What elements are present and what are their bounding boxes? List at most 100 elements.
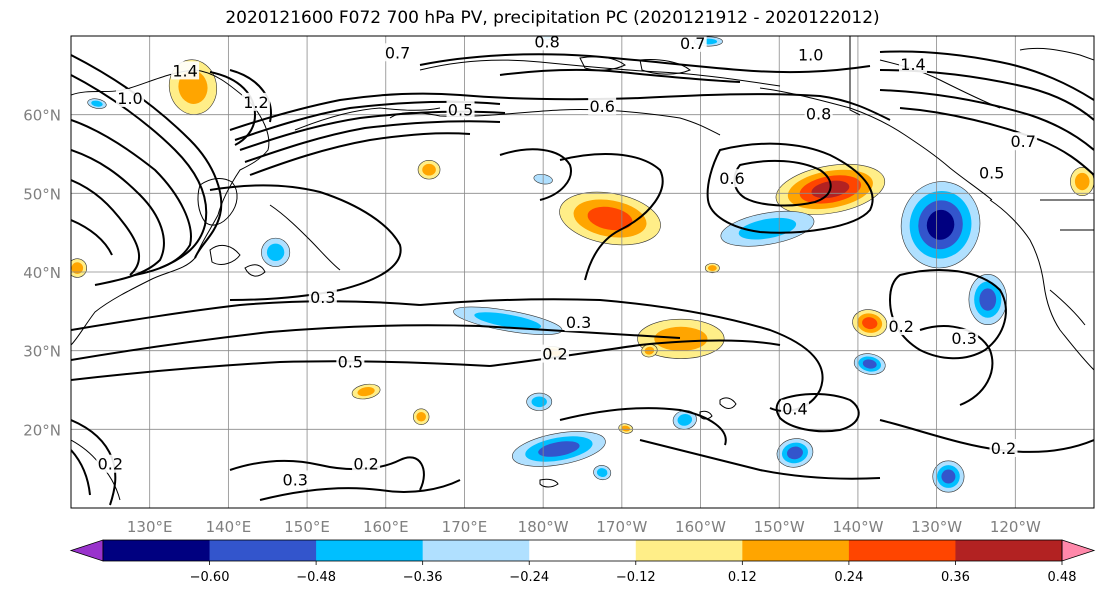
contour-label-bg <box>352 454 381 473</box>
precip-cell <box>261 237 291 267</box>
contour-label: 0.5 <box>979 164 1004 183</box>
contour-label-bg <box>718 169 747 188</box>
precip-cell <box>71 258 87 278</box>
precip-cell <box>672 410 697 430</box>
colorbar-segment <box>848 540 956 561</box>
lon-tick-label: 150°E <box>284 518 330 536</box>
precip-band <box>787 446 803 460</box>
precip-cell <box>637 318 725 359</box>
contour-label: 0.8 <box>534 32 559 51</box>
precip-cell <box>412 408 430 425</box>
contour-label-bg <box>977 163 1006 182</box>
colorbar-extend-max <box>1061 539 1096 562</box>
precip-band <box>677 414 693 426</box>
contour-label-bg <box>564 313 593 332</box>
contour-label-bg <box>241 92 270 111</box>
contour-label: 0.6 <box>719 169 744 188</box>
precip-cell <box>1070 167 1094 197</box>
contour-label-bg <box>171 61 200 80</box>
contour-label-bg <box>383 43 412 62</box>
colorbar-tick-label: 0.48 <box>1048 570 1077 585</box>
lon-tick-label: 170°W <box>596 518 647 536</box>
precip-cell <box>618 423 634 434</box>
colorbar-tick-label: 0.36 <box>941 570 970 585</box>
precip-band <box>422 163 436 176</box>
precip-cell <box>559 191 661 246</box>
contour-label: 0.3 <box>951 329 976 348</box>
precip-band <box>1074 172 1090 191</box>
precip-band <box>587 206 633 231</box>
precip-band <box>596 468 608 478</box>
lon-tick-label: 120°W <box>990 518 1041 536</box>
precip-band <box>357 386 375 397</box>
precip-band <box>538 441 580 457</box>
colorbar-tick-label: 0.24 <box>834 570 863 585</box>
contour-label: 1.0 <box>798 46 823 65</box>
contour-label-bg <box>116 88 145 107</box>
precip-cell <box>87 98 107 109</box>
contour-label: 0.2 <box>888 317 913 336</box>
precip-band <box>91 100 103 107</box>
colorbar-tick-label: 0.12 <box>728 570 757 585</box>
contour-label-bg <box>533 36 562 51</box>
colorbar-segment <box>422 540 530 561</box>
precip-cell <box>704 263 720 274</box>
precip-cell <box>932 460 965 493</box>
contour-label-bg <box>1009 132 1038 151</box>
lon-tick-label: 130°W <box>911 518 962 536</box>
precip-cell <box>852 309 888 337</box>
contour-label: 0.6 <box>589 97 614 116</box>
precip-band <box>621 425 631 432</box>
contour-label: 0.7 <box>1010 132 1035 151</box>
colorbar-segment <box>635 540 743 561</box>
contour-label-bg <box>281 470 310 489</box>
colorbar-tick-label: −0.36 <box>403 570 443 585</box>
precip-cell <box>900 181 981 269</box>
contour-label: 0.5 <box>338 352 363 371</box>
contour-label-bg <box>588 96 617 115</box>
contour-label: 0.4 <box>782 400 807 419</box>
lon-tick-label: 130°E <box>127 518 173 536</box>
contour-label-bg <box>899 55 928 74</box>
contour-label: 0.3 <box>310 288 335 307</box>
colorbar-tick-label: −0.12 <box>616 570 656 585</box>
contour-label-bg <box>950 328 979 347</box>
precip-cell <box>351 383 381 400</box>
contour-label: 0.2 <box>542 345 567 364</box>
contour-label: 1.2 <box>243 93 268 112</box>
precip-band <box>531 396 547 408</box>
map-title: 2020121600 F072 700 hPa PV, precipitatio… <box>225 8 880 28</box>
contour-label: 1.4 <box>172 61 197 80</box>
colorbar-segment <box>209 540 317 561</box>
colorbar-tick-label: −0.48 <box>296 570 336 585</box>
lon-tick-label: 160°E <box>363 518 409 536</box>
colorbar-segment <box>529 540 637 561</box>
contour-label-bg <box>887 317 916 336</box>
precip-band <box>979 288 997 311</box>
contour-label-bg <box>780 399 809 418</box>
contour-label-bg <box>336 352 365 371</box>
coastlines <box>71 36 1094 501</box>
precip-band <box>71 262 84 274</box>
precip-cell <box>853 353 886 375</box>
lat-tick-label: 20°N <box>23 421 61 439</box>
contour-label: 0.3 <box>566 313 591 332</box>
contour-label: 0.5 <box>448 101 473 120</box>
contour-label-bg <box>678 36 707 52</box>
lon-tick-label: 170°E <box>442 518 488 536</box>
contour-label-bg <box>446 100 475 119</box>
precip-cell <box>720 210 815 247</box>
contour-label-bg <box>96 454 125 473</box>
lon-tick-label: 140°E <box>206 518 252 536</box>
contour-label-bg <box>796 45 825 64</box>
contour-label: 0.2 <box>98 455 123 474</box>
precip-band <box>941 469 956 484</box>
precip-band <box>926 209 955 240</box>
contour-label: 0.2 <box>353 455 378 474</box>
contour-label-bg <box>989 439 1018 457</box>
precip-band <box>862 317 878 330</box>
contour-label: 0.7 <box>385 43 410 62</box>
precip-cell <box>512 431 606 467</box>
contour-label: 1.0 <box>117 89 142 108</box>
